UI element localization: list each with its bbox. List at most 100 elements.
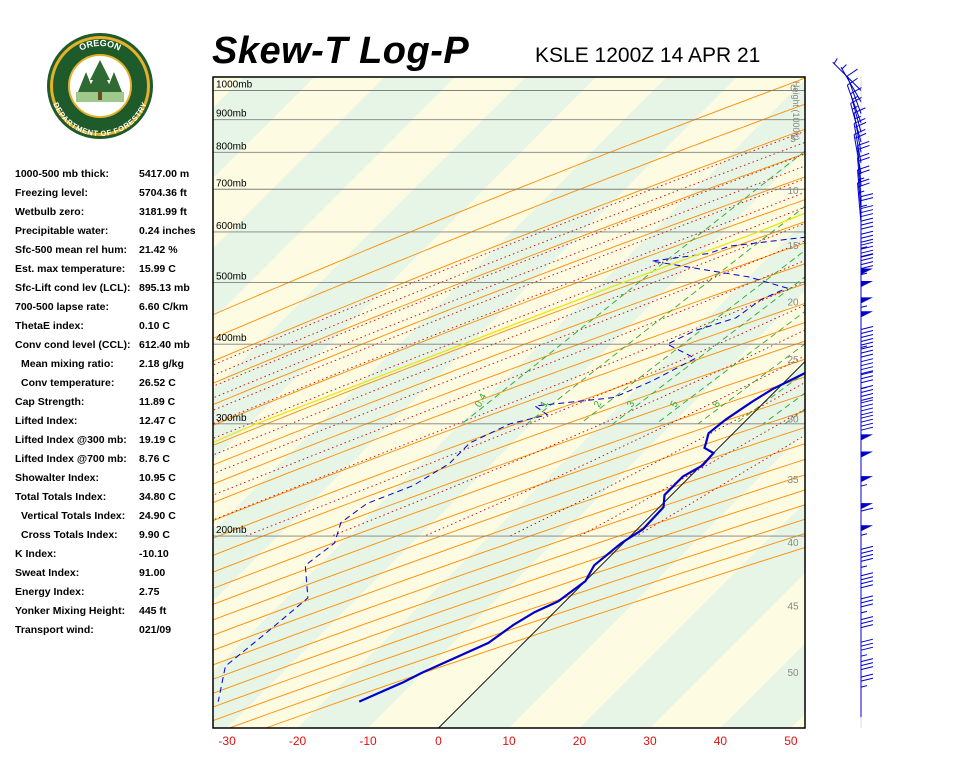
mixing-ratio-label: 2 bbox=[592, 399, 605, 409]
wind-barb bbox=[860, 616, 874, 660]
wind-barb-feather bbox=[860, 414, 874, 419]
wind-barb-feather bbox=[860, 624, 874, 629]
wind-barb-feather bbox=[860, 209, 874, 214]
parcel-profile-line bbox=[213, 212, 805, 444]
wind-barb-feather bbox=[860, 345, 874, 350]
stat-row: Conv cond level (CCL): 612.40 mb bbox=[15, 339, 215, 358]
wind-barb-feather bbox=[857, 144, 870, 150]
wind-barb-feather bbox=[860, 330, 874, 335]
dry-adiabat-line bbox=[213, 410, 805, 621]
wind-barb-feather bbox=[860, 197, 874, 202]
isobar-label: 1000mb bbox=[216, 80, 253, 91]
x-tick-label: 20 bbox=[573, 734, 587, 748]
wind-barb-feather bbox=[860, 638, 874, 643]
isobar-label: 700mb bbox=[216, 178, 247, 189]
height-tick-label: 40 bbox=[787, 538, 799, 549]
wind-barb-feather bbox=[860, 334, 874, 339]
wind-barb-half-feather bbox=[860, 204, 868, 208]
dry-adiabat-line bbox=[213, 77, 805, 316]
stat-value: 5704.36 ft bbox=[139, 187, 187, 199]
wind-barb-flag bbox=[861, 451, 873, 458]
wind-barb-feather bbox=[860, 375, 874, 380]
wind-barb-feather bbox=[860, 362, 874, 367]
wind-barb-staff bbox=[857, 169, 862, 210]
stat-row: Cross Totals Index: 9.90 C bbox=[15, 529, 215, 548]
wind-barb-half-feather bbox=[860, 533, 868, 536]
stat-label: Est. max temperature: bbox=[15, 263, 126, 275]
stat-row: Wetbulb zero: 3181.99 ft bbox=[15, 206, 215, 225]
wind-barb-feather bbox=[860, 371, 874, 376]
dry-adiabat-line bbox=[213, 358, 805, 573]
stat-row: Energy Index: 2.75 bbox=[15, 586, 215, 605]
stat-row: Yonker Mixing Height: 445 ft bbox=[15, 605, 215, 624]
mixing-ratio-label: 3 bbox=[625, 399, 638, 409]
isotherm-band bbox=[213, 77, 315, 179]
wind-barb-staff bbox=[857, 182, 862, 223]
wind-barb-feather bbox=[857, 182, 870, 188]
wind-barb-half-feather bbox=[858, 190, 865, 194]
wind-barb-flag bbox=[861, 311, 873, 318]
wind-barb-half-feather bbox=[854, 115, 861, 120]
stat-label: Wetbulb zero: bbox=[15, 206, 85, 218]
wind-barb-feather bbox=[857, 165, 870, 171]
wind-barb bbox=[846, 77, 862, 123]
wind-barb-feather bbox=[860, 403, 874, 408]
logo: OREGON DEPARTMENT OF FORESTRY bbox=[47, 33, 153, 139]
wind-barb-feather bbox=[860, 599, 874, 604]
x-tick-label: -20 bbox=[289, 734, 307, 748]
wind-barb-feather bbox=[854, 121, 867, 128]
isotherm-band bbox=[861, 77, 960, 728]
wind-barb-half-feather bbox=[860, 345, 868, 349]
wind-barb-half-feather bbox=[860, 654, 868, 657]
stat-label: Lifted Index: bbox=[15, 415, 78, 427]
isobar-label: 800mb bbox=[216, 141, 247, 152]
wind-barb-feather bbox=[860, 249, 874, 254]
wind-barb-feather bbox=[860, 257, 874, 262]
wind-barb-feather bbox=[860, 261, 874, 266]
wind-barb-feather bbox=[860, 595, 874, 600]
stat-label: Mean mixing ratio: bbox=[21, 358, 114, 370]
wind-barb-feather bbox=[860, 426, 874, 431]
height-axis-label: Height (1000ft) bbox=[791, 81, 801, 141]
stat-value: 2.75 bbox=[139, 586, 160, 598]
wind-barb-feather bbox=[854, 132, 867, 139]
wind-barb-feather bbox=[860, 616, 874, 621]
dewpoint-profile-line bbox=[217, 236, 805, 702]
wind-barb bbox=[846, 68, 862, 114]
x-tick-label: -30 bbox=[218, 734, 236, 748]
wind-barb-half-feather bbox=[860, 305, 868, 308]
temperature-profile-line bbox=[358, 371, 805, 703]
wind-barb bbox=[860, 503, 874, 544]
wind-barb-flag bbox=[861, 280, 873, 287]
dry-adiabat-line bbox=[213, 199, 805, 426]
stat-label: Sfc-Lift cond lev (LCL): bbox=[15, 282, 131, 294]
wind-barb-feather bbox=[860, 205, 874, 210]
wind-barb-feather bbox=[860, 673, 874, 678]
stat-value: 2.18 g/kg bbox=[139, 358, 184, 370]
wind-barb bbox=[857, 152, 870, 198]
wind-barb-feather bbox=[860, 341, 874, 346]
stat-value: 612.40 mb bbox=[139, 339, 190, 351]
isotherm-band bbox=[213, 77, 456, 320]
stat-row: Lifted Index @300 mb: 19.19 C bbox=[15, 434, 215, 453]
stat-label: Cross Totals Index: bbox=[21, 529, 118, 541]
wind-barb-flag bbox=[861, 268, 873, 275]
stat-row: Sfc-500 mean rel hum: 21.42 % bbox=[15, 244, 215, 263]
stat-value: 895.13 mb bbox=[139, 282, 190, 294]
stat-label: ThetaE index: bbox=[15, 320, 84, 332]
wind-barb-feather bbox=[860, 379, 874, 384]
stat-value: 26.52 C bbox=[139, 377, 176, 389]
wind-barb-feather bbox=[860, 549, 874, 554]
wind-barb-half-feather bbox=[833, 58, 838, 64]
isotherm-band bbox=[213, 77, 597, 461]
wind-barb-feather bbox=[860, 393, 874, 397]
wind-barb bbox=[857, 165, 870, 210]
isotherm-band bbox=[0, 77, 32, 728]
stat-label: Vertical Totals Index: bbox=[21, 510, 126, 522]
stat-label: Energy Index: bbox=[15, 586, 85, 598]
x-tick-label: 40 bbox=[714, 734, 728, 748]
stat-row: Lifted Index: 12.47 C bbox=[15, 415, 215, 434]
height-tick-label: 10 bbox=[787, 186, 799, 197]
stat-value: 5417.00 m bbox=[139, 168, 190, 180]
